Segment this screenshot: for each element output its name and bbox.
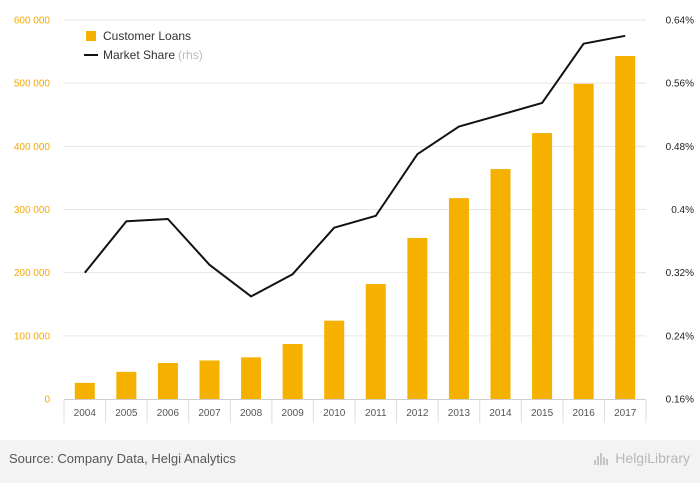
footer: Source: Company Data, Helgi Analytics He… xyxy=(0,440,700,483)
y-right-tick-label: 0.4% xyxy=(671,205,694,216)
x-tick-label: 2010 xyxy=(323,408,346,419)
bar xyxy=(241,357,262,399)
x-tick-label: 2012 xyxy=(406,408,429,419)
bar xyxy=(157,362,178,399)
bar xyxy=(324,320,345,399)
bar xyxy=(116,371,137,399)
brand-name: HelgiLibrary xyxy=(615,450,690,466)
x-tick-label: 2009 xyxy=(282,408,305,419)
chart: 0 0.16% 100 000 0.24% 200 000 0.32% 300 000 0.4… xyxy=(14,16,694,423)
x-tick-label: 2016 xyxy=(573,408,596,419)
x-tick-label: 2008 xyxy=(240,408,263,419)
y-left-tick-label: 400 000 xyxy=(14,142,51,153)
y-left-tick-label: 300 000 xyxy=(14,205,51,216)
y-right-tick-label: 0.32% xyxy=(666,268,694,279)
x-tick-label: 2011 xyxy=(365,408,387,419)
y-right-tick-label: 0.16% xyxy=(666,395,694,406)
bar xyxy=(532,133,553,399)
bar xyxy=(282,344,303,399)
legend-label-market-share: Market Share (rhs) xyxy=(103,48,203,62)
x-tick-label: 2006 xyxy=(157,408,180,419)
bar xyxy=(199,360,220,399)
x-tick-label: 2015 xyxy=(531,408,554,419)
x-tick-label: 2013 xyxy=(448,408,471,419)
grid-lines xyxy=(64,19,646,337)
x-tick-label: 2017 xyxy=(614,408,637,419)
legend-swatch-customer-loans xyxy=(86,31,96,41)
bar xyxy=(615,56,636,399)
y-right-tick-label: 0.24% xyxy=(666,331,694,342)
brand-logo: HelgiLibrary xyxy=(593,450,690,466)
y-right-tick-label: 0.64% xyxy=(666,16,694,27)
y-left-tick-label: 0 xyxy=(44,395,50,406)
x-tick-label: 2004 xyxy=(74,408,97,419)
library-icon xyxy=(594,453,609,465)
y-left-tick-label: 500 000 xyxy=(14,79,51,90)
bar xyxy=(365,284,386,399)
bar xyxy=(490,169,511,399)
x-tick-label: 2005 xyxy=(115,408,138,419)
bar xyxy=(448,198,469,399)
y-left-tick-label: 100 000 xyxy=(14,331,51,342)
bar xyxy=(573,83,594,399)
x-tick-label: 2007 xyxy=(198,408,221,419)
legend: Customer Loans Market Share (rhs) xyxy=(84,29,203,62)
market-share-line xyxy=(84,34,626,298)
x-tick-label: 2014 xyxy=(489,408,512,419)
axes: 0 0.16% 100 000 0.24% 200 000 0.32% 300 000 0.4… xyxy=(14,16,694,423)
bar-series xyxy=(74,56,636,399)
y-left-tick-label: 200 000 xyxy=(14,268,51,279)
y-right-tick-label: 0.56% xyxy=(666,79,694,90)
source-text: Source: Company Data, Helgi Analytics xyxy=(9,451,236,466)
y-right-tick-label: 0.48% xyxy=(666,142,694,153)
bar xyxy=(407,237,428,399)
line-series xyxy=(84,34,626,298)
bar xyxy=(74,382,95,399)
legend-label-customer-loans: Customer Loans xyxy=(103,29,191,43)
y-left-tick-label: 600 000 xyxy=(14,16,51,27)
